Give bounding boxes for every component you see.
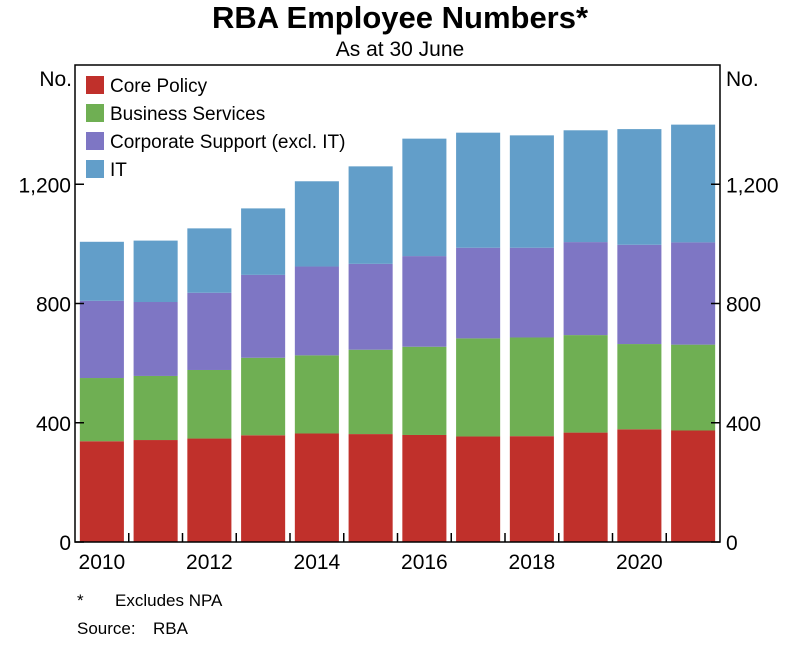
bar-corporate-support-excl-it-2019 [563,242,608,336]
bar-corporate-support-excl-it-2011 [133,302,178,376]
bar-corporate-support-excl-it-2010 [79,300,124,379]
footnote: * Excludes NPA [77,590,222,618]
bar-it-2012 [187,228,232,293]
bar-layer [79,124,716,542]
x-tick-label-2018: 2018 [509,551,556,574]
bar-core-policy-2017 [456,436,501,542]
bar-core-policy-2021 [671,430,716,542]
bar-core-policy-2010 [79,441,124,542]
bar-it-2017 [456,132,501,248]
bar-corporate-support-excl-it-2016 [402,256,447,347]
legend-swatch-3 [86,132,104,150]
bar-business-services-2011 [133,375,178,441]
bar-it-2011 [133,240,178,303]
bar-business-services-2019 [563,335,608,433]
bar-core-policy-2018 [509,436,554,542]
bar-business-services-2012 [187,369,232,439]
bar-it-2016 [402,138,447,257]
bar-corporate-support-excl-it-2020 [617,244,662,345]
bar-business-services-2013 [241,357,286,436]
bar-corporate-support-excl-it-2018 [509,247,554,338]
bar-it-2020 [617,129,662,245]
legend-swatch-2 [86,104,104,122]
bar-it-2019 [563,130,608,243]
legend-label-1: Core Policy [110,76,208,97]
bar-core-policy-2013 [241,435,286,542]
bar-business-services-2021 [671,344,716,431]
bar-business-services-2020 [617,344,662,430]
bar-business-services-2015 [348,349,393,435]
legend-swatch-1 [86,76,104,94]
bar-core-policy-2020 [617,429,662,542]
bar-it-2013 [241,208,286,275]
footnote-text: Excludes NPA [115,591,223,610]
y-tick-label-right-1200: 1,200 [726,174,779,197]
source-note: Source: RBA [77,618,222,646]
y-tick-label-left-1200: 1,200 [18,174,71,197]
source-label: Source: [77,619,136,638]
bar-it-2021 [671,124,716,243]
bar-business-services-2017 [456,338,501,437]
bar-core-policy-2016 [402,434,447,542]
bar-it-2014 [294,181,339,267]
y-axis-label-left: No. [39,68,72,91]
bar-it-2015 [348,166,393,264]
y-tick-label-right-400: 400 [726,413,761,436]
bar-it-2018 [509,135,554,248]
bar-core-policy-2015 [348,434,393,542]
bar-corporate-support-excl-it-2013 [241,274,286,358]
y-tick-label-left-0: 0 [59,532,71,555]
notes: * Excludes NPA Source: RBA [77,590,222,646]
y-axis-label-right: No. [726,68,759,91]
x-tick-label-2020: 2020 [616,551,663,574]
chart-subtitle: As at 30 June [335,38,465,61]
bar-business-services-2014 [294,355,339,434]
y-tick-label-right-0: 0 [726,532,738,555]
bar-core-policy-2019 [563,432,608,542]
x-tick-label-2012: 2012 [186,551,233,574]
legend-label-2: Business Services [110,104,265,125]
bar-corporate-support-excl-it-2017 [456,247,501,339]
legend-swatch-4 [86,160,104,178]
bar-core-policy-2014 [294,433,339,542]
legend-label-3: Corporate Support (excl. IT) [110,132,345,153]
bar-it-2010 [79,241,124,301]
chart-title: RBA Employee Numbers* [211,0,589,35]
bar-corporate-support-excl-it-2021 [671,242,716,345]
bar-corporate-support-excl-it-2014 [294,266,339,356]
bar-core-policy-2012 [187,438,232,542]
legend-label-4: IT [110,160,127,181]
footnote-mark: * [77,591,84,610]
legend: Core Policy Business Services Corporate Su… [86,76,345,181]
bar-business-services-2018 [509,337,554,437]
source-text: RBA [153,619,188,638]
y-tick-label-right-800: 800 [726,294,761,317]
y-tick-label-left-400: 400 [36,413,71,436]
y-tick-label-left-800: 800 [36,294,71,317]
x-tick-label-2016: 2016 [401,551,448,574]
bar-corporate-support-excl-it-2012 [187,292,232,370]
bar-business-services-2016 [402,346,447,435]
bar-core-policy-2011 [133,440,178,542]
x-tick-label-2010: 2010 [79,551,126,574]
bar-business-services-2010 [79,378,124,442]
axis-layer: 0 0 400 400 800 800 1,200 1,200 2010 2012 2014 2016… [18,174,778,574]
x-tick-label-2014: 2014 [294,551,341,574]
bar-corporate-support-excl-it-2015 [348,263,393,350]
